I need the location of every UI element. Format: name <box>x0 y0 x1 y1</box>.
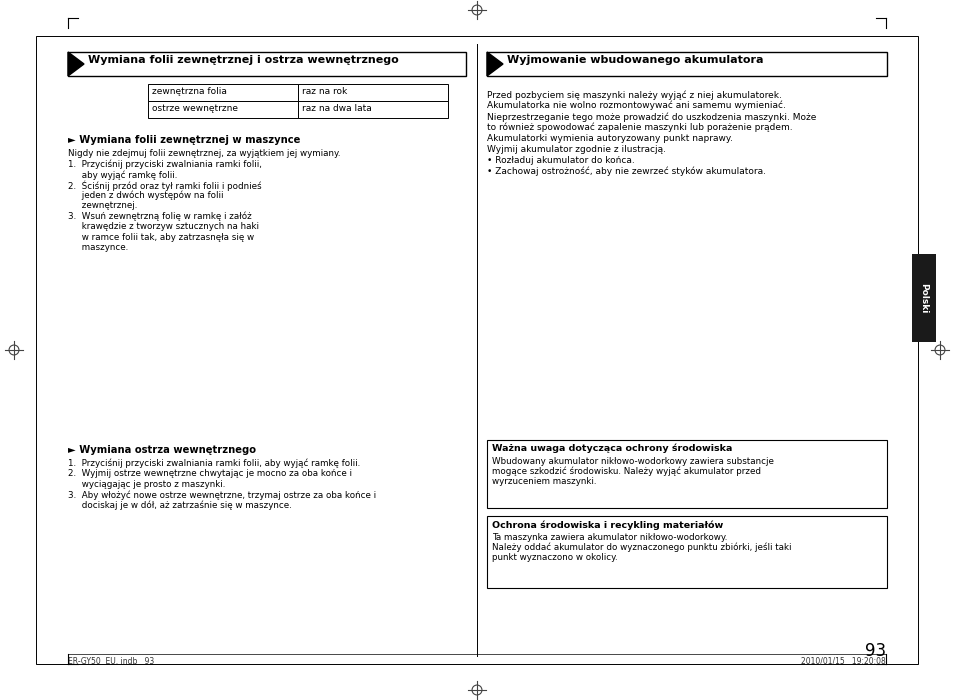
Bar <box>486 440 886 508</box>
Text: zewnętrzna folia: zewnętrzna folia <box>152 87 227 96</box>
Bar <box>148 84 297 101</box>
Bar <box>297 101 448 118</box>
Text: ER-GY50  EU. indb   93: ER-GY50 EU. indb 93 <box>68 657 154 666</box>
Text: Polski: Polski <box>919 283 927 313</box>
Text: ► Wymiana ostrza wewnętrznego: ► Wymiana ostrza wewnętrznego <box>68 445 255 455</box>
Bar <box>68 52 465 76</box>
Text: mogące szkodzić środowisku. Należy wyjąć akumulator przed: mogące szkodzić środowisku. Należy wyjąć… <box>492 467 760 477</box>
Text: raz na rok: raz na rok <box>302 87 347 96</box>
Text: 1.  Przyciśnij przyciski zwalniania ramki folii,: 1. Przyciśnij przyciski zwalniania ramki… <box>68 160 262 169</box>
Text: Wymiana folii zewnętrznej i ostrza wewnętrznego: Wymiana folii zewnętrznej i ostrza wewnę… <box>88 55 398 65</box>
Text: 93: 93 <box>864 642 885 660</box>
Text: Wbudowany akumulator nikłowo-wodorkowy zawiera substancje: Wbudowany akumulator nikłowo-wodorkowy z… <box>492 457 773 466</box>
Text: maszynce.: maszynce. <box>68 244 128 253</box>
Text: aby wyjąć ramkę folii.: aby wyjąć ramkę folii. <box>68 170 177 179</box>
Bar <box>297 84 448 101</box>
Polygon shape <box>68 52 84 76</box>
Text: Nigdy nie zdejmuj folii zewnętrznej, za wyjątkiem jej wymiany.: Nigdy nie zdejmuj folii zewnętrznej, za … <box>68 149 340 158</box>
Text: 2.  Ściśnij przód oraz tył ramki folii i podnieś: 2. Ściśnij przód oraz tył ramki folii i … <box>68 181 261 191</box>
Text: wyciągając je prosto z maszynki.: wyciągając je prosto z maszynki. <box>68 480 225 489</box>
Bar <box>36 36 917 664</box>
Text: Nieprzestrzeganie tego może prowadzić do uszkodzenia maszynki. Może: Nieprzestrzeganie tego może prowadzić do… <box>486 112 816 122</box>
Text: krawędzie z tworzyw sztucznych na haki: krawędzie z tworzyw sztucznych na haki <box>68 223 258 232</box>
Text: dociskaj je w dół, aż zatrzaśnie się w maszynce.: dociskaj je w dół, aż zatrzaśnie się w m… <box>68 501 292 510</box>
Text: Ważna uwaga dotycząca ochrony środowiska: Ważna uwaga dotycząca ochrony środowiska <box>492 444 732 454</box>
Text: 3.  Aby włożyć nowe ostrze wewnętrzne, trzymaj ostrze za oba końce i: 3. Aby włożyć nowe ostrze wewnętrzne, tr… <box>68 491 375 500</box>
Text: ► Wymiana folii zewnętrznej w maszynce: ► Wymiana folii zewnętrznej w maszynce <box>68 135 300 145</box>
Text: 2010/01/15   19:20:08: 2010/01/15 19:20:08 <box>801 657 885 666</box>
Polygon shape <box>486 52 502 76</box>
Text: to również spowodować zapalenie maszynki lub porażenie prądem.: to również spowodować zapalenie maszynki… <box>486 123 792 132</box>
Text: Ochrona środowiska i recykling materiałów: Ochrona środowiska i recykling materiałó… <box>492 520 722 529</box>
Text: jeden z dwóch występów na folii: jeden z dwóch występów na folii <box>68 191 223 200</box>
Text: Akumulatorka nie wolno rozmontowywać ani samemu wymieniać.: Akumulatorka nie wolno rozmontowywać ani… <box>486 101 785 111</box>
Text: • Zachowaj ostrożność, aby nie zewrzeć styków akumulatora.: • Zachowaj ostrożność, aby nie zewrzeć s… <box>486 167 765 176</box>
Bar <box>148 101 297 118</box>
Text: Wyjmowanie wbudowanego akumulatora: Wyjmowanie wbudowanego akumulatora <box>506 55 762 65</box>
Text: • Rozładuj akumulator do końca.: • Rozładuj akumulator do końca. <box>486 156 634 165</box>
Text: Wyjmij akumulator zgodnie z ilustracją.: Wyjmij akumulator zgodnie z ilustracją. <box>486 145 665 154</box>
Text: Należy oddać akumulator do wyznaczonego punktu zbiórki, jeśli taki: Należy oddać akumulator do wyznaczonego … <box>492 543 791 552</box>
Text: 3.  Wsuń zewnętrzną folię w ramkę i załóż: 3. Wsuń zewnętrzną folię w ramkę i załóż <box>68 212 252 221</box>
Text: Ta maszynka zawiera akumulator nikłowo-wodorkowy.: Ta maszynka zawiera akumulator nikłowo-w… <box>492 533 726 542</box>
Text: wyrzuceniem maszynki.: wyrzuceniem maszynki. <box>492 477 596 486</box>
Text: 2.  Wyjmij ostrze wewnętrzne chwytając je mocno za oba końce i: 2. Wyjmij ostrze wewnętrzne chwytając je… <box>68 470 352 479</box>
Text: ostrze wewnętrzne: ostrze wewnętrzne <box>152 104 237 113</box>
Bar <box>911 254 935 342</box>
Bar <box>486 516 886 588</box>
Text: w ramce folii tak, aby zatrzasnęła się w: w ramce folii tak, aby zatrzasnęła się w <box>68 233 253 242</box>
Text: 1.  Przyciśnij przyciski zwalniania ramki folii, aby wyjąć ramkę folii.: 1. Przyciśnij przyciski zwalniania ramki… <box>68 459 360 468</box>
Text: punkt wyznaczono w okolicy.: punkt wyznaczono w okolicy. <box>492 553 617 562</box>
Bar <box>486 52 886 76</box>
Text: Akumulatorki wymienia autoryzowany punkt naprawy.: Akumulatorki wymienia autoryzowany punkt… <box>486 134 732 143</box>
Text: zewnętrznej.: zewnętrznej. <box>68 202 137 211</box>
Text: Przed pozbyciem się maszynki należy wyjąć z niej akumulatorek.: Przed pozbyciem się maszynki należy wyją… <box>486 90 781 99</box>
Text: raz na dwa lata: raz na dwa lata <box>302 104 372 113</box>
